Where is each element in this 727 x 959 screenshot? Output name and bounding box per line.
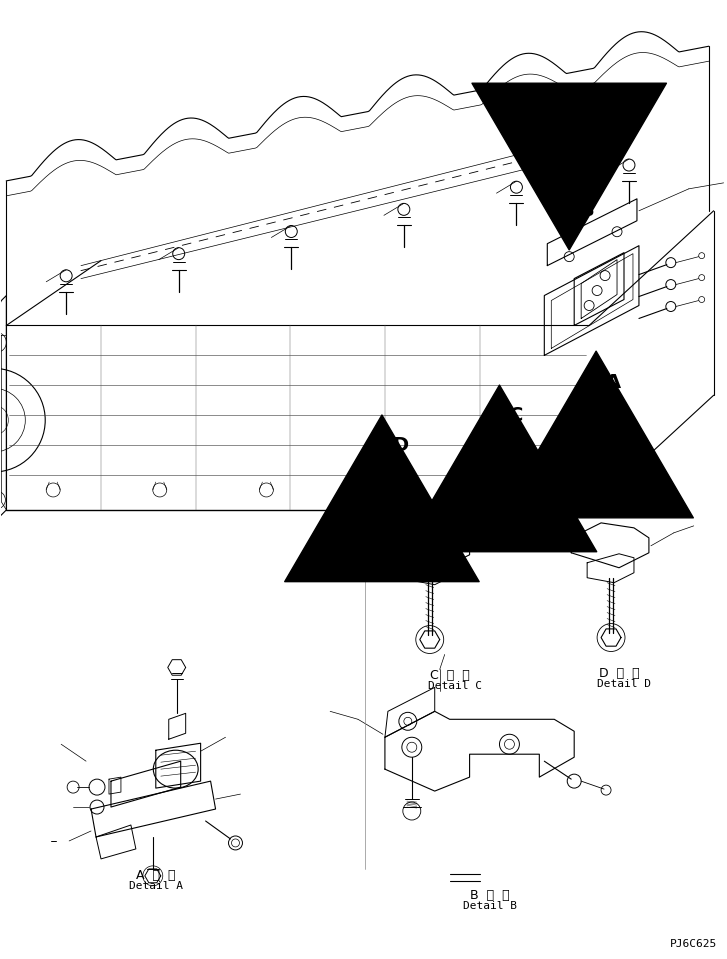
Text: PJ6C625: PJ6C625 — [670, 939, 717, 948]
Text: D: D — [392, 435, 408, 455]
Text: Detail C: Detail C — [427, 682, 482, 691]
Text: A  詳  細: A 詳 細 — [136, 869, 175, 882]
Text: C: C — [510, 406, 524, 425]
Text: A: A — [606, 373, 621, 392]
Text: B: B — [579, 201, 594, 221]
Text: Detail A: Detail A — [129, 880, 182, 891]
Text: Detail B: Detail B — [462, 901, 516, 911]
Text: D  詳  細: D 詳 細 — [599, 667, 640, 681]
Text: Detail D: Detail D — [597, 679, 651, 690]
Text: B  詳  細: B 詳 細 — [470, 889, 510, 901]
Text: C  詳  細: C 詳 細 — [430, 669, 470, 683]
